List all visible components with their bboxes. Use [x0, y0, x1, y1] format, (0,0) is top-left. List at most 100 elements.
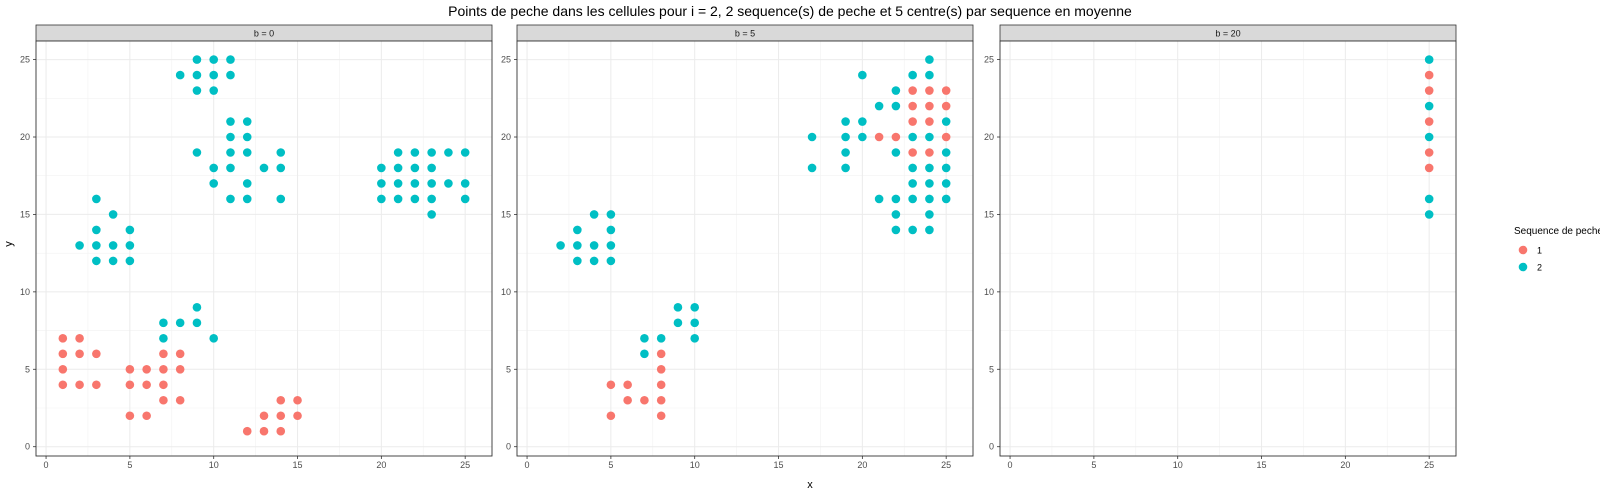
- data-point: [92, 349, 101, 359]
- data-point: [460, 148, 470, 157]
- x-tick-label: 10: [209, 460, 219, 470]
- x-tick-label: 5: [1091, 460, 1096, 470]
- data-point: [690, 334, 700, 343]
- data-point: [908, 194, 917, 204]
- data-point: [908, 117, 917, 126]
- data-point: [427, 179, 436, 188]
- data-point: [841, 132, 850, 142]
- y-tick-label: 5: [989, 364, 994, 374]
- data-point: [623, 395, 632, 405]
- data-point: [606, 411, 616, 421]
- data-point: [925, 101, 934, 111]
- y-tick-label: 20: [984, 132, 994, 142]
- data-point: [656, 395, 666, 405]
- data-point: [925, 148, 934, 157]
- data-point: [108, 210, 118, 219]
- data-point: [259, 411, 269, 421]
- data-point: [393, 194, 403, 204]
- data-point: [276, 148, 286, 157]
- series-1: [606, 86, 951, 421]
- panel-border: [35, 40, 493, 457]
- data-point: [925, 194, 934, 204]
- data-point: [427, 210, 436, 219]
- data-point: [276, 426, 286, 436]
- data-point: [125, 225, 135, 235]
- y-tick-label: 15: [984, 209, 994, 219]
- x-tick-label: 5: [608, 460, 613, 470]
- data-point: [159, 349, 168, 359]
- data-point: [276, 194, 286, 204]
- data-point: [410, 148, 420, 157]
- data-point: [192, 303, 202, 312]
- data-point: [209, 55, 219, 64]
- facet-label: b = 0: [254, 29, 274, 39]
- data-point: [556, 241, 565, 250]
- data-point: [75, 334, 84, 343]
- plot-background: [36, 41, 492, 456]
- data-point: [1424, 86, 1434, 95]
- data-point: [925, 70, 934, 80]
- data-point: [941, 163, 951, 173]
- data-point: [925, 132, 934, 142]
- data-point: [108, 241, 118, 250]
- data-point: [192, 148, 202, 157]
- series-1: [58, 334, 302, 436]
- legend-label: 1: [1537, 246, 1542, 256]
- data-point: [242, 148, 252, 157]
- data-point: [75, 380, 84, 390]
- data-point: [874, 194, 884, 204]
- x-tick-label: 10: [1173, 460, 1183, 470]
- data-point: [941, 101, 951, 111]
- y-tick-label: 5: [506, 364, 511, 374]
- x-tick-label: 20: [376, 460, 386, 470]
- x-tick-label: 15: [774, 460, 784, 470]
- data-point: [941, 132, 951, 142]
- data-point: [908, 86, 917, 95]
- y-tick-label: 20: [501, 132, 511, 142]
- data-point: [573, 241, 582, 250]
- y-tick-label: 0: [989, 442, 994, 452]
- data-point: [226, 194, 235, 204]
- data-point: [656, 411, 666, 421]
- y-tick-label: 5: [25, 364, 30, 374]
- data-point: [690, 318, 700, 328]
- data-point: [841, 148, 850, 157]
- data-point: [159, 380, 168, 390]
- data-point: [925, 163, 934, 173]
- data-point: [142, 411, 151, 421]
- data-point: [242, 132, 252, 142]
- data-point: [606, 380, 616, 390]
- data-point: [589, 241, 599, 250]
- data-point: [1424, 117, 1434, 126]
- data-point: [125, 241, 135, 250]
- data-point: [377, 194, 386, 204]
- data-point: [874, 132, 884, 142]
- data-point: [908, 132, 917, 142]
- y-tick-label: 15: [501, 209, 511, 219]
- data-point: [589, 210, 599, 219]
- x-tick-label: 0: [525, 460, 530, 470]
- y-tick-label: 0: [25, 442, 30, 452]
- data-point: [640, 334, 649, 343]
- data-point: [159, 395, 168, 405]
- facet-panels: b = 0 0 5 10 15 20 25 0 5 10 15 20 25 b = 5 0 5 10 15 20 25…: [20, 24, 1457, 470]
- data-point: [125, 411, 135, 421]
- data-point: [377, 163, 386, 173]
- data-point: [1424, 163, 1434, 173]
- data-point: [656, 334, 666, 343]
- x-tick-label: 15: [1257, 460, 1267, 470]
- data-point: [925, 86, 934, 95]
- data-point: [444, 148, 453, 157]
- data-point: [908, 101, 917, 111]
- legend: Sequence de peche 1 2: [1514, 226, 1600, 273]
- data-point: [573, 256, 582, 266]
- data-point: [941, 194, 951, 204]
- data-point: [75, 349, 84, 359]
- data-point: [108, 256, 118, 266]
- data-point: [175, 318, 185, 328]
- data-point: [226, 117, 235, 126]
- data-point: [92, 256, 101, 266]
- chart-title: Points de peche dans les cellules pour i…: [448, 3, 1132, 19]
- legend-title: Sequence de peche: [1514, 226, 1600, 237]
- data-point: [125, 380, 135, 390]
